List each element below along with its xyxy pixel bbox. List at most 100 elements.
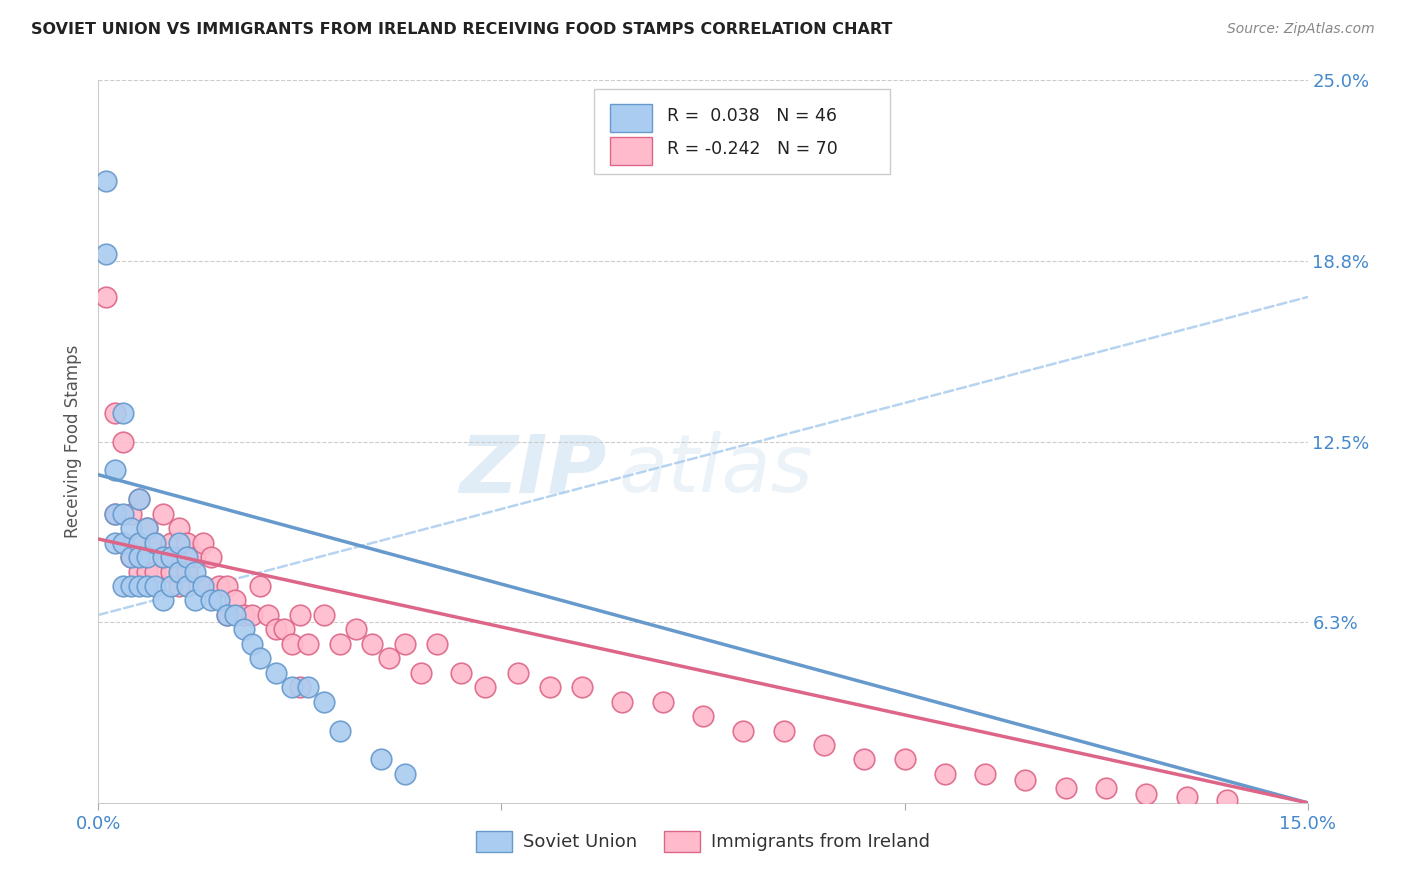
Point	[152, 550, 174, 565]
Point	[813, 738, 835, 752]
Point	[167, 550, 190, 565]
Point	[314, 607, 336, 622]
Point	[160, 579, 183, 593]
Point	[128, 550, 150, 565]
Point	[135, 521, 157, 535]
Point	[217, 607, 239, 622]
Point	[135, 579, 157, 593]
Text: atlas: atlas	[619, 432, 813, 509]
Point	[103, 406, 125, 420]
Text: Source: ZipAtlas.com: Source: ZipAtlas.com	[1227, 22, 1375, 37]
Point	[167, 579, 190, 593]
Point	[506, 665, 529, 680]
Point	[240, 607, 263, 622]
Point	[160, 565, 183, 579]
Point	[143, 579, 166, 593]
Text: R =  0.038   N = 46: R = 0.038 N = 46	[666, 107, 837, 125]
Point	[152, 593, 174, 607]
Point	[1095, 781, 1118, 796]
Point	[1175, 790, 1198, 805]
Point	[264, 623, 287, 637]
Point	[120, 550, 142, 565]
Point	[692, 709, 714, 723]
Point	[143, 535, 166, 549]
Point	[377, 651, 399, 665]
Point	[176, 550, 198, 565]
Point	[200, 550, 222, 565]
Point	[120, 507, 142, 521]
Point	[281, 637, 304, 651]
Y-axis label: Receiving Food Stamps: Receiving Food Stamps	[65, 345, 83, 538]
Point	[474, 680, 496, 694]
Text: SOVIET UNION VS IMMIGRANTS FROM IRELAND RECEIVING FOOD STAMPS CORRELATION CHART: SOVIET UNION VS IMMIGRANTS FROM IRELAND …	[31, 22, 893, 37]
Point	[1135, 787, 1157, 801]
Point	[394, 767, 416, 781]
Point	[208, 579, 231, 593]
Point	[152, 507, 174, 521]
Point	[893, 752, 915, 766]
Point	[409, 665, 432, 680]
Point	[103, 507, 125, 521]
Point	[394, 637, 416, 651]
Point	[538, 680, 561, 694]
Point	[193, 535, 215, 549]
Point	[450, 665, 472, 680]
FancyBboxPatch shape	[595, 89, 890, 174]
Point	[128, 535, 150, 549]
Point	[128, 535, 150, 549]
Point	[853, 752, 876, 766]
Point	[120, 521, 142, 535]
Point	[249, 579, 271, 593]
Point	[128, 565, 150, 579]
Point	[232, 623, 254, 637]
Point	[329, 723, 352, 738]
Point	[103, 463, 125, 477]
Point	[111, 579, 134, 593]
Point	[135, 521, 157, 535]
Point	[167, 565, 190, 579]
Point	[176, 535, 198, 549]
Point	[193, 579, 215, 593]
Point	[612, 695, 634, 709]
Point	[224, 593, 246, 607]
Point	[974, 767, 997, 781]
Point	[128, 492, 150, 507]
Point	[1014, 772, 1036, 787]
Point	[111, 535, 134, 549]
Text: R = -0.242   N = 70: R = -0.242 N = 70	[666, 140, 838, 158]
Point	[111, 535, 134, 549]
Point	[96, 246, 118, 260]
Point	[217, 579, 239, 593]
Point	[176, 565, 198, 579]
Point	[370, 752, 392, 766]
Point	[160, 535, 183, 549]
Point	[111, 434, 134, 449]
Point	[1054, 781, 1077, 796]
Point	[120, 579, 142, 593]
Point	[167, 535, 190, 549]
Point	[184, 565, 207, 579]
Point	[1216, 793, 1239, 807]
Point	[344, 623, 367, 637]
Bar	[610, 104, 652, 132]
Point	[111, 507, 134, 521]
Point	[256, 607, 278, 622]
Point	[288, 680, 311, 694]
Point	[135, 565, 157, 579]
Point	[733, 723, 755, 738]
Point	[934, 767, 956, 781]
Point	[103, 507, 125, 521]
Point	[232, 607, 254, 622]
Legend: Soviet Union, Immigrants from Ireland: Soviet Union, Immigrants from Ireland	[468, 823, 938, 859]
Point	[193, 579, 215, 593]
Point	[208, 593, 231, 607]
Point	[184, 550, 207, 565]
Point	[111, 406, 134, 420]
Point	[571, 680, 593, 694]
Point	[160, 550, 183, 565]
Point	[143, 565, 166, 579]
Point	[135, 550, 157, 565]
Point	[217, 607, 239, 622]
Point	[297, 680, 319, 694]
Point	[361, 637, 384, 651]
